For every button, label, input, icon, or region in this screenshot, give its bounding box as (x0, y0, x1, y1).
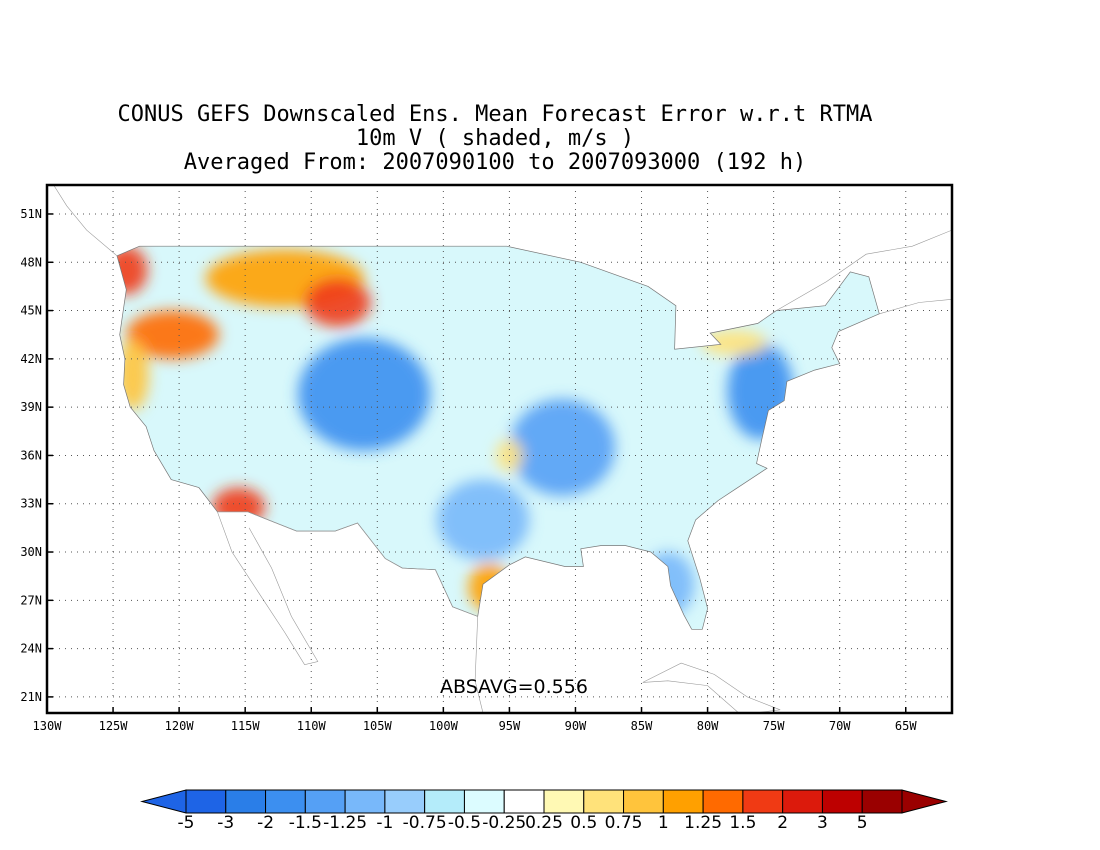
colorbar-swatch (265, 789, 306, 814)
lat-tick-label: 30N (20, 545, 42, 559)
colorbar-swatch (304, 789, 346, 814)
colorbar-tick-label: -1.25 (323, 813, 367, 833)
colorbar-swatch (503, 789, 545, 814)
lon-tick-label: 75W (763, 719, 785, 733)
absavg-label: ABSAVG=0.556 (440, 676, 588, 698)
colorbar-swatch (384, 789, 426, 814)
lon-tick-label: 65W (895, 719, 917, 733)
colorbar-high-arrow (901, 789, 948, 814)
colorbar-swatch (344, 789, 386, 814)
conus-land-fill (117, 246, 880, 630)
colorbar-tick-label: -1 (376, 813, 393, 833)
colorbar-swatches (140, 789, 948, 814)
lon-tick-label: 130W (33, 719, 63, 733)
lat-tick-label: 42N (20, 352, 42, 366)
colorbar-tick-label: -0.75 (403, 813, 447, 833)
lat-tick-label: 48N (20, 255, 42, 269)
colorbar-tick-label: 0.5 (570, 813, 597, 833)
lon-tick-label: 85W (631, 719, 653, 733)
longitude-tick-labels: 130W 125W 120W 115W 110W 105W 100W 95W 90W 85W 80W… (33, 707, 917, 733)
error-shade-patch (436, 479, 530, 561)
st-lawrence-outline (776, 229, 952, 311)
error-shade-patch (126, 310, 219, 359)
lat-lon-grid (47, 185, 952, 713)
lon-tick-label: 125W (99, 719, 129, 733)
error-shade-patch (509, 399, 616, 496)
colorbar-tick-label: 0.25 (525, 813, 563, 833)
map-title-line-2: 10m V ( shaded, m/s ) (355, 126, 635, 151)
lat-tick-label: 45N (20, 304, 42, 318)
cuba-outline (642, 662, 781, 713)
colorbar-swatch (821, 789, 863, 814)
colorbar-tick-label: 1 (658, 813, 669, 833)
map-title-line-3: Averaged From: 2007090100 to 2007093000 … (183, 150, 807, 175)
colorbar-tick-label: 2 (777, 813, 788, 833)
lon-tick-label: 80W (697, 719, 719, 733)
error-shade-patch (304, 278, 371, 327)
colorbar-tick-label: 1.5 (729, 813, 756, 833)
colorbar-swatch (225, 789, 267, 814)
colorbar-tick-label: -0.5 (448, 813, 481, 833)
colorbar-tick-label: 1.25 (684, 813, 722, 833)
colorbar-tick-label: -1.5 (289, 813, 322, 833)
lat-tick-label: 39N (20, 400, 42, 414)
colorbar-tick-label: -0.25 (482, 813, 526, 833)
colorbar-swatch (583, 789, 625, 814)
map-frame (45, 183, 954, 715)
colorbar-swatch (782, 789, 823, 814)
colorbar-tick-label: 0.75 (605, 813, 643, 833)
colorbar-swatch (543, 789, 585, 814)
error-shade-patch (298, 337, 431, 451)
maritimes-outline (879, 299, 952, 315)
error-shading-layer (117, 246, 794, 617)
colorbar-tick-label: 5 (857, 813, 868, 833)
colorbar-swatch (702, 789, 744, 814)
lon-tick-label: 120W (165, 719, 195, 733)
coastline-outline (53, 185, 952, 713)
colorbar-tick-label: -2 (257, 813, 274, 833)
lon-tick-label: 110W (297, 719, 327, 733)
mexico-outline (217, 511, 484, 713)
lon-tick-label: 95W (499, 719, 521, 733)
colorbar-swatch (623, 789, 664, 814)
lat-tick-label: 24N (20, 642, 42, 656)
colorbar-swatch (861, 789, 903, 814)
colorbar-swatch (424, 789, 465, 814)
lon-tick-label: 105W (363, 719, 393, 733)
lon-tick-label: 100W (429, 719, 459, 733)
colorbar-tick-label: 3 (817, 813, 828, 833)
colorbar-tick-label: -3 (217, 813, 234, 833)
colorbar-low-arrow (140, 789, 187, 814)
lat-tick-label: 33N (20, 497, 42, 511)
error-shade-patch (700, 329, 768, 356)
baja-outline (217, 511, 319, 666)
error-shade-patch (117, 246, 148, 295)
conus-land-area (117, 246, 880, 630)
colorbar-swatch (742, 789, 784, 814)
lon-tick-label: 70W (829, 719, 851, 733)
lon-tick-label: 90W (565, 719, 587, 733)
lat-tick-label: 36N (20, 448, 42, 462)
lat-tick-label: 27N (20, 593, 42, 607)
colorbar-tick-label: -5 (178, 813, 195, 833)
lon-tick-label: 115W (231, 719, 261, 733)
latitude-tick-labels: 51N 48N 45N 42N 39N 36N 33N 30N 27N 24N 21N (20, 207, 53, 704)
canada-coast-outline (53, 185, 118, 257)
colorbar-swatch (463, 789, 505, 814)
map-title-line-1: CONUS GEFS Downscaled Ens. Mean Forecast… (117, 102, 873, 127)
lat-tick-label: 51N (20, 207, 42, 221)
lat-tick-label: 21N (20, 690, 42, 704)
colorbar-tick-labels: -5 -3 -2 -1.5 -1.25 -1 -0.75 -0.5 -0.250.25 0.5 0.… (178, 813, 868, 833)
colorbar-swatch (662, 789, 704, 814)
colorbar-swatch (185, 789, 227, 814)
